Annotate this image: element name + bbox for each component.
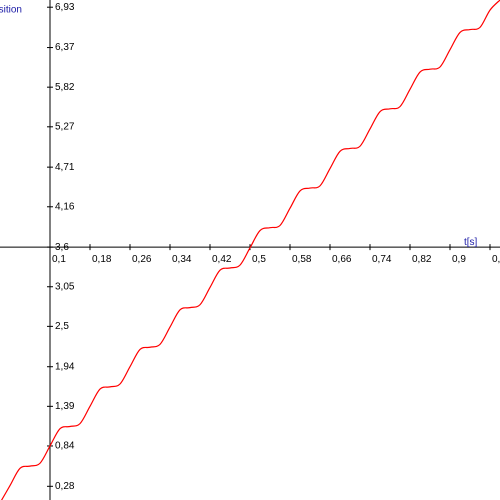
x-tick-label: 0,5 xyxy=(252,254,266,265)
y-tick-label: 2,5 xyxy=(55,321,69,332)
y-axis-title: Position xyxy=(0,5,22,16)
x-tick-label: 0,98 xyxy=(492,254,500,265)
y-tick-label: 6,93 xyxy=(55,2,75,13)
y-tick-label: 4,71 xyxy=(55,162,75,173)
y-tick-label: 5,82 xyxy=(55,82,75,93)
x-tick-label: 0,42 xyxy=(212,254,232,265)
y-tick-label: 3,05 xyxy=(55,281,75,292)
x-tick-label: 0,74 xyxy=(372,254,392,265)
x-tick-label: 0,82 xyxy=(412,254,432,265)
y-tick-label: 3,6 xyxy=(55,242,69,253)
x-axis-title: t[s] xyxy=(464,237,478,248)
y-tick-label: 5,27 xyxy=(55,121,75,132)
x-tick-label: 0,9 xyxy=(452,254,466,265)
x-tick-label: 0,34 xyxy=(172,254,192,265)
y-tick-label: 0,28 xyxy=(55,481,75,492)
y-tick-label: 6,37 xyxy=(55,42,75,53)
x-tick-label: 0,18 xyxy=(92,254,112,265)
x-tick-label: 0,58 xyxy=(292,254,312,265)
y-tick-label: 0,84 xyxy=(55,441,75,452)
x-tick-label: 0,26 xyxy=(132,254,152,265)
y-tick-label: 1,94 xyxy=(55,361,75,372)
x-tick-label: 0,1 xyxy=(52,254,66,265)
y-tick-label: 1,39 xyxy=(55,401,75,412)
x-tick-label: 0,66 xyxy=(332,254,352,265)
y-tick-label: 4,16 xyxy=(55,201,75,212)
